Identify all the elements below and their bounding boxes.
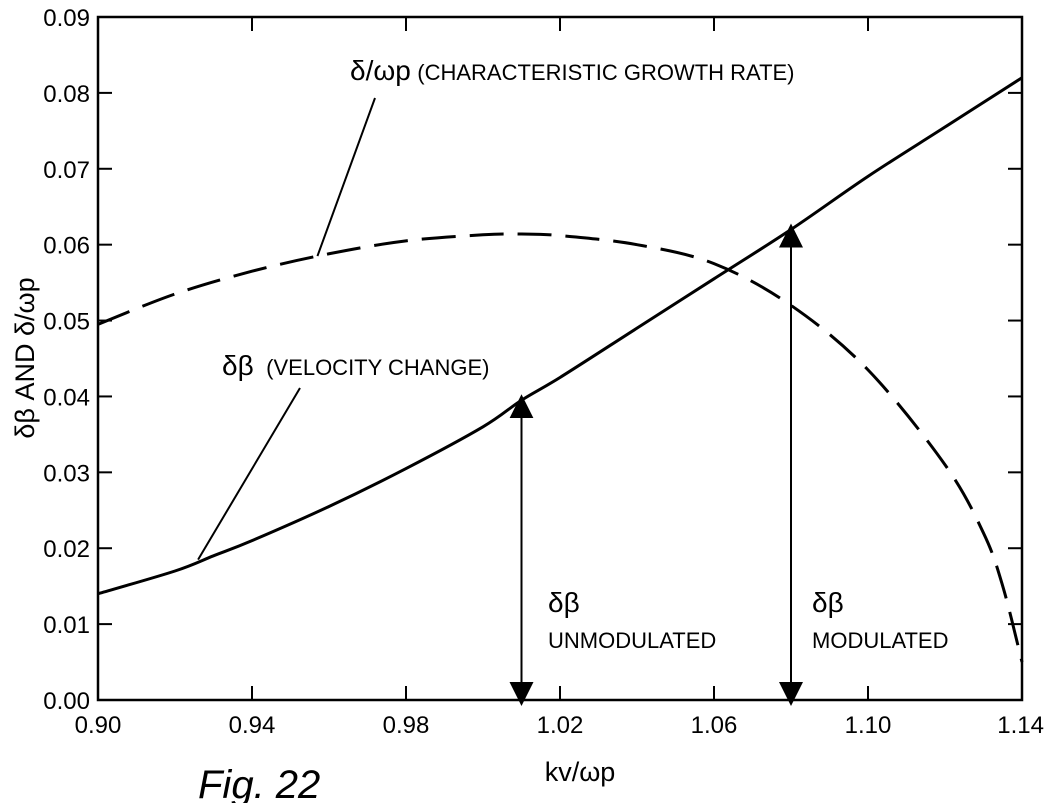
x-tick-label: 0.90: [75, 712, 122, 739]
y-tick-label: 0.03: [43, 460, 90, 487]
x-tick-label: 0.98: [383, 712, 430, 739]
series-growth-rate-line: [97, 232, 1024, 663]
growth-rate-label: δ/ωp (CHARACTERISTIC GROWTH RATE): [350, 55, 795, 86]
growth-label-leader: [316, 97, 376, 257]
growth-rate-text: (CHARACTERISTIC GROWTH RATE): [417, 60, 794, 85]
y-tick-label: 0.04: [43, 384, 90, 411]
velocity-change-symbol: δβ: [222, 350, 254, 381]
y-tick-label: 0.08: [43, 81, 90, 108]
x-axis-title: kv/ωp: [545, 757, 616, 787]
y-tick-label: 0.05: [43, 309, 90, 336]
growth-rate-symbol: δ/ωp: [350, 55, 411, 86]
x-tick-label: 1.06: [691, 712, 738, 739]
y-tick-label: 0.06: [43, 233, 90, 260]
modulated-symbol: δβ: [812, 587, 844, 618]
unmodulated-text: UNMODULATED: [548, 628, 716, 653]
x-tick-label: 1.14: [997, 712, 1044, 739]
x-tick-label: 1.02: [537, 712, 584, 739]
plot-frame: [96, 15, 1024, 702]
figure-caption: Fig. 22: [198, 763, 320, 803]
velocity-label-leader: [197, 387, 301, 561]
velocity-change-text: (VELOCITY CHANGE): [266, 355, 489, 380]
y-tick-label: 0.09: [43, 5, 90, 32]
x-tick-label: 1.10: [845, 712, 892, 739]
unmodulated-symbol: δβ: [548, 587, 580, 618]
y-tick-label: 0.07: [43, 157, 90, 184]
y-axis-title: δβ AND δ/ωp: [10, 277, 40, 438]
y-tick-label: 0.02: [43, 536, 90, 563]
y-tick-label: 0.00: [43, 688, 90, 715]
y-tick-label: 0.01: [43, 612, 90, 639]
modulated-text: MODULATED: [812, 628, 949, 653]
tick-labels: 0.90 0.94 0.98 1.02 1.06 1.10 1.14 0.00 0.01 0.02…: [43, 5, 1044, 739]
series-velocity-change-line: [97, 76, 1023, 596]
x-tick-label: 0.94: [229, 712, 276, 739]
velocity-change-label: δβ (VELOCITY CHANGE): [222, 350, 489, 381]
